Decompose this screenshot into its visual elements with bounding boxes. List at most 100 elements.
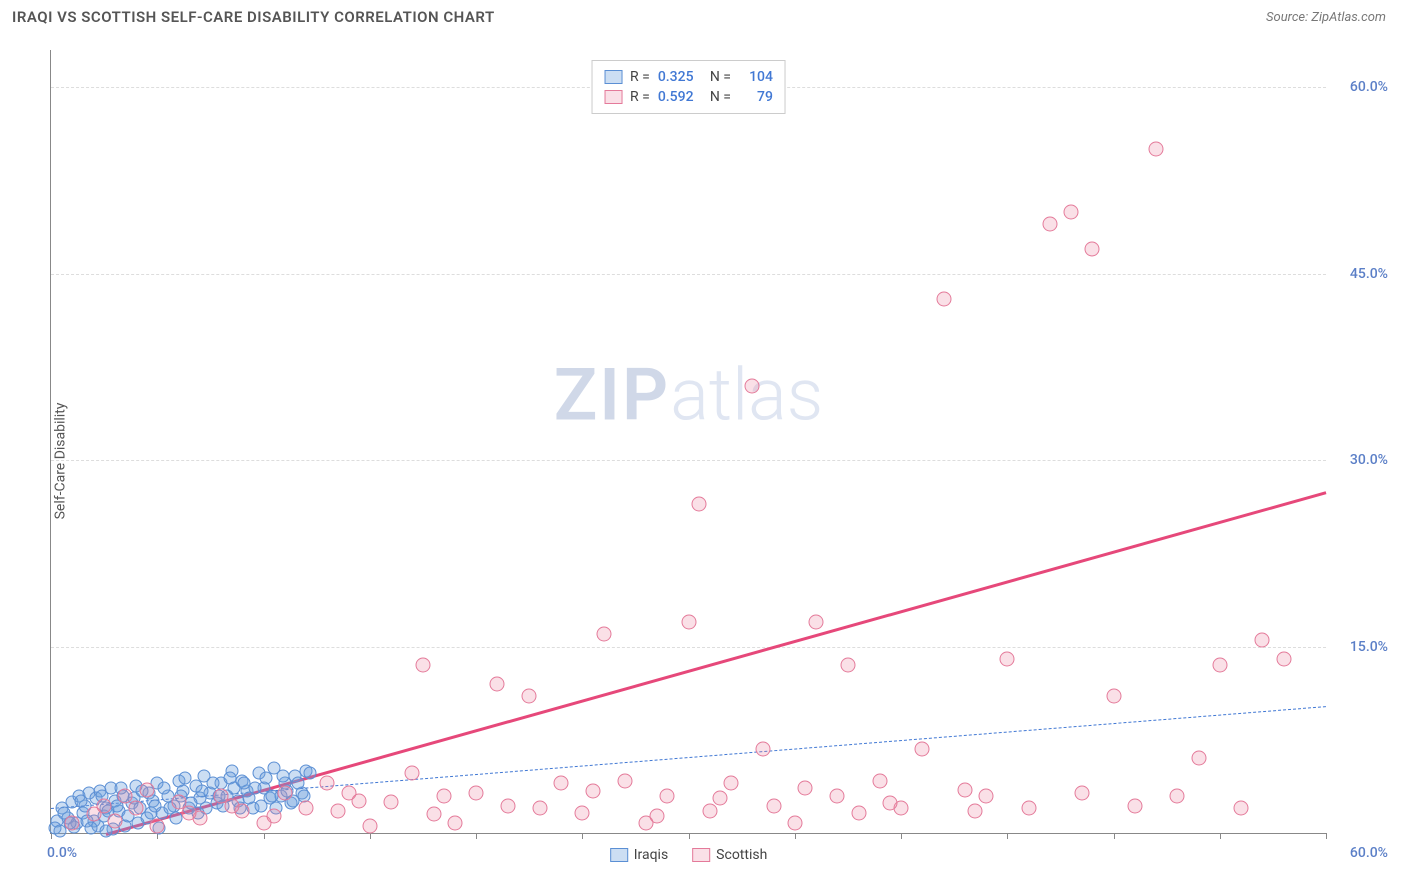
watermark-zip: ZIP	[554, 352, 670, 437]
data-point-scottish	[851, 806, 866, 821]
data-point-scottish	[1074, 786, 1089, 801]
data-point-iraqis	[74, 794, 87, 807]
n-value: 79	[739, 89, 773, 105]
data-point-scottish	[267, 808, 282, 823]
data-point-scottish	[702, 803, 717, 818]
data-point-scottish	[1000, 652, 1015, 667]
bottom-legend: IraqisScottish	[610, 847, 768, 863]
legend-swatch-iraqis	[604, 70, 622, 84]
data-point-scottish	[745, 378, 760, 393]
data-point-scottish	[1064, 204, 1079, 219]
data-point-scottish	[522, 689, 537, 704]
x-tick	[689, 833, 690, 839]
data-point-scottish	[660, 788, 675, 803]
data-point-scottish	[1149, 142, 1164, 157]
data-point-scottish	[129, 801, 144, 816]
data-point-scottish	[1127, 798, 1142, 813]
data-point-scottish	[809, 614, 824, 629]
data-point-iraqis	[132, 817, 145, 830]
data-point-scottish	[1212, 658, 1227, 673]
legend-swatch-scottish	[692, 848, 710, 862]
watermark: ZIPatlas	[554, 352, 824, 437]
data-point-scottish	[830, 788, 845, 803]
r-value: 0.592	[658, 89, 702, 105]
data-point-scottish	[1170, 788, 1185, 803]
stats-row-scottish: R = 0.592 N = 79	[604, 87, 773, 107]
data-point-scottish	[426, 807, 441, 822]
data-point-scottish	[596, 627, 611, 642]
data-point-scottish	[469, 786, 484, 801]
data-point-iraqis	[291, 777, 304, 790]
data-point-scottish	[107, 813, 122, 828]
data-point-scottish	[713, 791, 728, 806]
n-label: N =	[710, 89, 731, 105]
x-tick	[1007, 833, 1008, 839]
x-axis-label: 0.0%	[47, 845, 77, 861]
data-point-scottish	[1255, 633, 1270, 648]
data-point-scottish	[755, 741, 770, 756]
data-point-iraqis	[304, 767, 317, 780]
data-point-scottish	[957, 782, 972, 797]
data-point-scottish	[681, 614, 696, 629]
data-point-scottish	[97, 798, 112, 813]
data-point-scottish	[872, 773, 887, 788]
data-point-scottish	[1085, 241, 1100, 256]
data-point-scottish	[1234, 801, 1249, 816]
data-point-iraqis	[255, 799, 268, 812]
data-point-scottish	[1191, 751, 1206, 766]
data-point-scottish	[500, 798, 515, 813]
data-point-scottish	[554, 776, 569, 791]
x-axis-label: 60.0%	[1350, 845, 1388, 861]
data-point-scottish	[724, 776, 739, 791]
legend-swatch-iraqis	[610, 848, 628, 862]
data-point-scottish	[299, 801, 314, 816]
data-point-scottish	[224, 798, 239, 813]
data-point-scottish	[405, 766, 420, 781]
r-label: R =	[630, 89, 650, 105]
plot-area: ZIPatlas 15.0%30.0%45.0%60.0%0.0%60.0%R …	[50, 50, 1326, 834]
data-point-scottish	[118, 788, 133, 803]
data-point-scottish	[915, 741, 930, 756]
data-point-scottish	[936, 291, 951, 306]
chart-header: IRAQI VS SCOTTISH SELF-CARE DISABILITY C…	[0, 0, 1406, 34]
data-point-scottish	[277, 786, 292, 801]
data-point-scottish	[692, 496, 707, 511]
data-point-iraqis	[276, 769, 289, 782]
data-point-scottish	[883, 796, 898, 811]
gridline	[51, 460, 1326, 461]
x-tick	[582, 833, 583, 839]
gridline	[51, 647, 1326, 648]
chart-title: IRAQI VS SCOTTISH SELF-CARE DISABILITY C…	[12, 8, 495, 26]
data-point-scottish	[490, 676, 505, 691]
stats-row-iraqis: R =0.325N =104	[604, 67, 773, 87]
gridline	[51, 274, 1326, 275]
data-point-scottish	[437, 788, 452, 803]
x-tick	[370, 833, 371, 839]
data-point-scottish	[362, 818, 377, 833]
data-point-scottish	[330, 803, 345, 818]
stats-legend: R = 0.325 N = 104 R = 0.592 N = 79	[591, 60, 786, 114]
data-point-scottish	[787, 816, 802, 831]
y-tick-label: 60.0%	[1350, 79, 1388, 95]
data-point-scottish	[1106, 689, 1121, 704]
data-point-iraqis	[249, 782, 262, 795]
data-point-iraqis	[259, 772, 272, 785]
y-tick-label: 15.0%	[1350, 639, 1388, 655]
data-point-scottish	[766, 798, 781, 813]
r-value: 0.325	[658, 69, 702, 85]
watermark-atlas: atlas	[670, 352, 823, 437]
data-point-scottish	[840, 658, 855, 673]
x-tick	[476, 833, 477, 839]
chart-container: Self-Care Disability ZIPatlas 15.0%30.0%…	[12, 40, 1396, 882]
data-point-scottish	[65, 816, 80, 831]
data-point-scottish	[617, 773, 632, 788]
x-tick	[901, 833, 902, 839]
data-point-scottish	[139, 782, 154, 797]
legend-item-scottish: Scottish	[692, 847, 767, 863]
data-point-scottish	[968, 803, 983, 818]
data-point-scottish	[979, 788, 994, 803]
data-point-scottish	[532, 801, 547, 816]
n-value: 104	[739, 69, 773, 85]
y-tick-label: 45.0%	[1350, 266, 1388, 282]
r-label: R =	[630, 69, 650, 85]
